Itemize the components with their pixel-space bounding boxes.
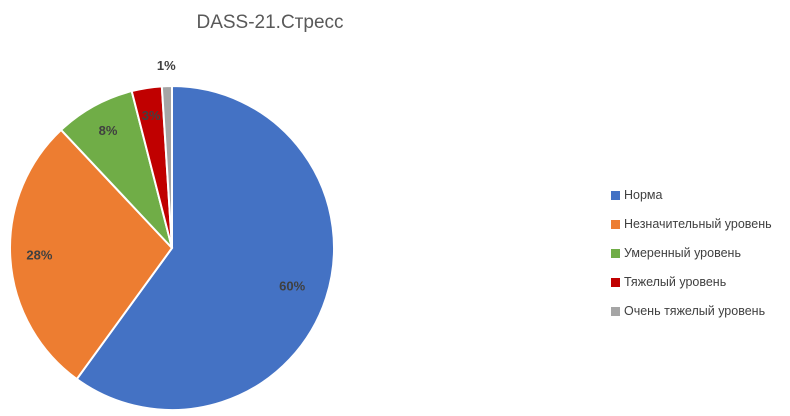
legend-item-незначительный-уровень: Незначительный уровень [611,215,772,233]
legend-swatch [611,190,620,200]
legend: Норма Незначительный уровень Умеренный уро… [611,186,772,331]
data-label-умеренный-уровень: 8% [99,123,118,138]
legend-item-умеренный-уровень: Умеренный уровень [611,244,772,262]
legend-item-норма: Норма [611,186,772,204]
data-label-незначительный-уровень: 28% [26,248,52,263]
data-label-очень-тяжелый-уровень: 1% [157,58,176,73]
data-label-норма: 60% [279,278,305,293]
legend-item-очень-тяжелый-уровень: Очень тяжелый уровень [611,302,772,320]
legend-label: Незначительный уровень [624,217,772,231]
pie-slice-норма [75,84,335,411]
legend-swatch [611,248,620,258]
legend-swatch [611,306,620,316]
legend-swatch [611,277,620,287]
legend-label: Умеренный уровень [624,246,741,260]
legend-label: Тяжелый уровень [624,275,727,289]
legend-swatch [611,219,620,229]
pie-slice-очень-тяжелый-уровень [160,84,173,249]
chart-title: DASS-21.Стресс [196,12,344,33]
data-label-тяжелый-уровень: 3% [142,108,161,123]
legend-label: Очень тяжелый уровень [624,304,766,318]
pie-chart: 60% 28% 8% 3% 1% [9,58,335,411]
legend-item-тяжелый-уровень: Тяжелый уровень [611,273,772,291]
pie-slice-незначительный-уровень [9,128,174,381]
legend-label: Норма [624,188,663,202]
